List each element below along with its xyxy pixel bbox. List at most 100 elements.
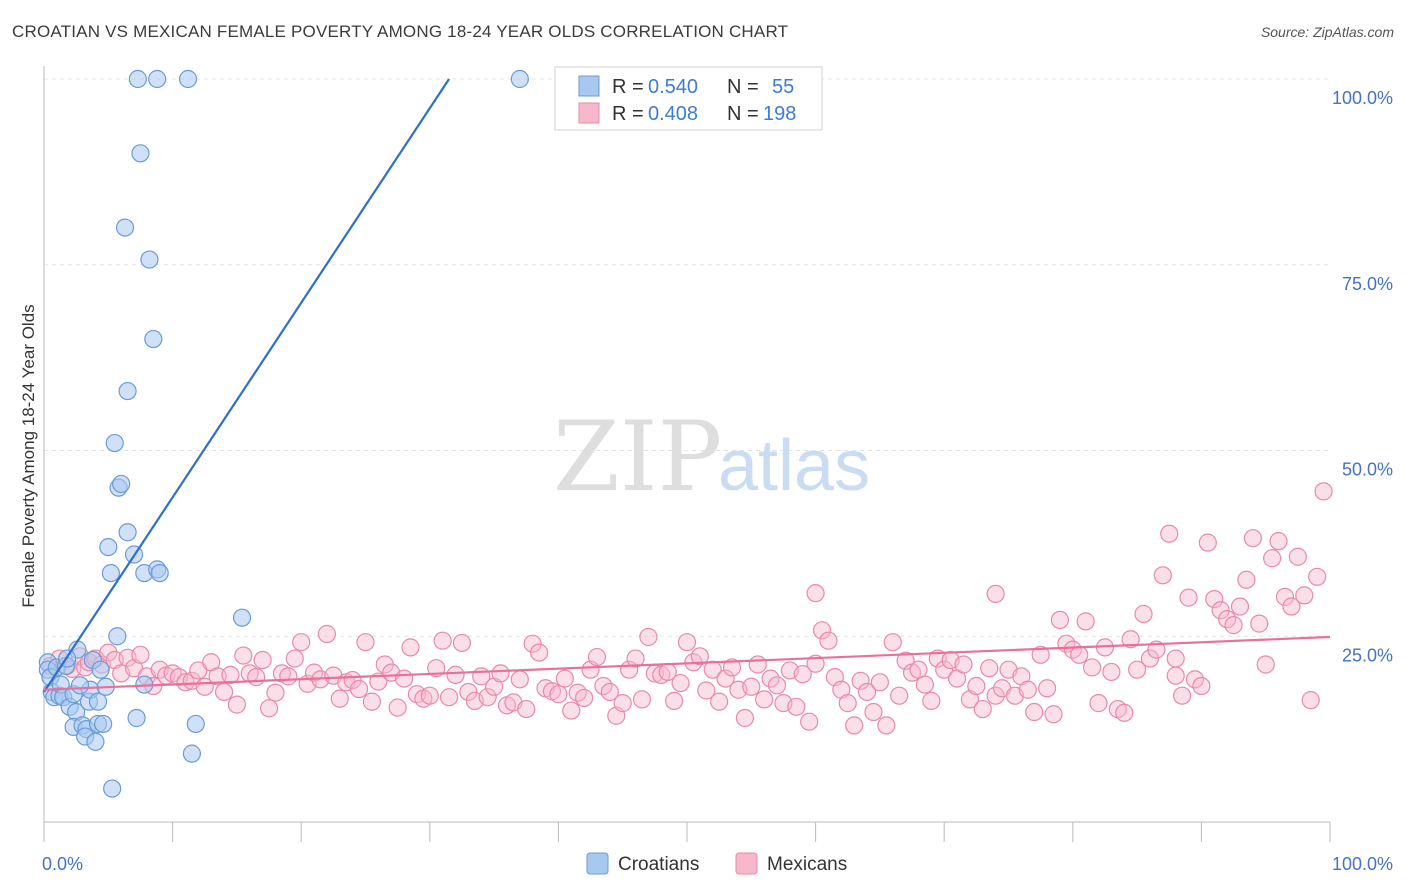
- mexicans-point-81: [562, 701, 581, 720]
- mexicans-point-35: [266, 683, 285, 702]
- mexicans-point-113: [767, 676, 787, 695]
- mexicans-point-73: [510, 670, 529, 689]
- croatians-point-33: [118, 523, 137, 542]
- source-label: Source: ZipAtlas.com: [1260, 24, 1394, 40]
- bottom-legend-label-mexicans: Mexicans: [767, 854, 847, 875]
- mexicans-point-184: [1224, 616, 1243, 635]
- mexicans-point-126: [851, 671, 870, 690]
- mexicans-point-93: [639, 627, 658, 647]
- mexicans-point-111: [755, 690, 774, 709]
- mexicans-point-117: [793, 665, 812, 684]
- croatians-point-30: [99, 537, 118, 557]
- croatians-point-29: [108, 627, 127, 646]
- x-tick-label-1: 100.0%: [1332, 854, 1393, 874]
- y-tick-label-1: 50.0%: [1342, 460, 1393, 480]
- mexicans-point-146: [980, 659, 999, 678]
- mexicans-point-99: [677, 633, 697, 652]
- mexicans-point-98: [671, 673, 690, 693]
- mexicans-point-63: [446, 665, 465, 684]
- legend-swatch-croatians: [578, 75, 600, 97]
- mexicans-point-64: [452, 633, 472, 653]
- mexicans-point-194: [1288, 547, 1307, 566]
- chart-title: CROATIAN VS MEXICAN FEMALE POVERTY AMONG…: [12, 22, 789, 41]
- mexicans-point-49: [356, 633, 375, 652]
- mexicans-point-23: [189, 661, 208, 680]
- mexicans-point-76: [530, 643, 549, 662]
- mexicans-point-121: [819, 631, 838, 650]
- mexicans-point-147: [986, 686, 1005, 705]
- mexicans-point-91: [626, 649, 645, 668]
- mexicans-point-137: [922, 691, 941, 710]
- mexicans-point-112: [761, 669, 780, 688]
- mexicans-point-101: [690, 647, 709, 666]
- mexicans-point-168: [1121, 630, 1140, 649]
- mexicans-point-160: [1070, 645, 1089, 664]
- mexicans-point-128: [864, 702, 883, 722]
- mexicans-point-136: [915, 675, 935, 694]
- mexicans-point-68: [478, 688, 497, 707]
- mexicans-point-97: [665, 691, 684, 710]
- mexicans-point-118: [800, 712, 819, 731]
- mexicans-point-187: [1243, 529, 1262, 548]
- mexicans-point-108: [735, 708, 754, 728]
- mexicans-point-80: [555, 669, 574, 688]
- mexicans-point-190: [1263, 549, 1282, 568]
- mexicans-point-89: [613, 694, 632, 713]
- mexicans-point-193: [1282, 597, 1301, 616]
- mexicans-point-182: [1211, 601, 1230, 620]
- mexicans-point-174: [1160, 524, 1179, 543]
- mexicans-point-27: [214, 682, 234, 702]
- mexicans-point-50: [362, 692, 382, 711]
- mexicans-point-170: [1134, 604, 1153, 624]
- mexicans-point-102: [697, 681, 716, 700]
- croatians-point-27: [103, 779, 122, 798]
- mexicans-point-34: [259, 699, 279, 718]
- y-tick-labels: 25.0% 50.0% 75.0% 100.0%: [1332, 88, 1393, 665]
- mexicans-point-178: [1185, 670, 1205, 689]
- legend-r-label-mexicans: R =: [612, 103, 644, 125]
- mexicans-trend-line: [43, 635, 1331, 691]
- y-tick-label-0: 25.0%: [1342, 645, 1393, 665]
- mexicans-point-83: [575, 688, 594, 708]
- mexicans-point-181: [1205, 589, 1224, 609]
- mexicans-point-59: [420, 686, 439, 705]
- mexicans-points: [41, 482, 1333, 735]
- mexicans-point-104: [710, 692, 729, 711]
- y-axis-title: Female Poverty Among 18-24 Year Olds: [19, 304, 38, 607]
- mexicans-point-130: [877, 716, 896, 735]
- mexicans-point-161: [1076, 612, 1095, 631]
- croatians-point-28: [105, 433, 124, 453]
- croatians-point-35: [118, 381, 137, 401]
- legend-r-value-mexicans: 0.408: [648, 103, 698, 125]
- mexicans-point-85: [587, 647, 607, 667]
- mexicans-point-165: [1102, 662, 1121, 682]
- mexicans-point-43: [317, 624, 337, 644]
- mexicans-point-116: [787, 697, 806, 716]
- bottom-legend-swatch-croatians: [586, 852, 609, 875]
- mexicans-point-41: [304, 663, 324, 682]
- croatians-point-34: [115, 218, 135, 237]
- croatians-point-51: [510, 69, 529, 89]
- croatians-point-38: [131, 144, 150, 163]
- mexicans-point-120: [812, 621, 832, 640]
- mexicans-point-61: [433, 631, 452, 650]
- mexicans-point-185: [1230, 597, 1250, 616]
- croatians-point-47: [182, 744, 201, 763]
- croatians-point-42: [140, 250, 159, 269]
- mexicans-point-152: [1018, 680, 1037, 699]
- legend-r-label-croatians: R =: [612, 76, 644, 98]
- mexicans-point-65: [459, 682, 478, 702]
- croatians-point-21: [86, 732, 105, 751]
- mexicans-point-199: [806, 584, 825, 603]
- croatians-point-49: [178, 69, 198, 89]
- mexicans-point-75: [523, 634, 542, 653]
- mexicans-point-119: [806, 654, 825, 673]
- croatians-point-26: [101, 563, 120, 583]
- mexicans-point-87: [600, 682, 619, 702]
- mexicans-point-177: [1179, 588, 1198, 607]
- mexicans-point-103: [703, 660, 722, 679]
- mexicans-point-127: [857, 682, 877, 702]
- mexicans-point-139: [935, 660, 954, 679]
- mexicans-point-30: [234, 646, 253, 665]
